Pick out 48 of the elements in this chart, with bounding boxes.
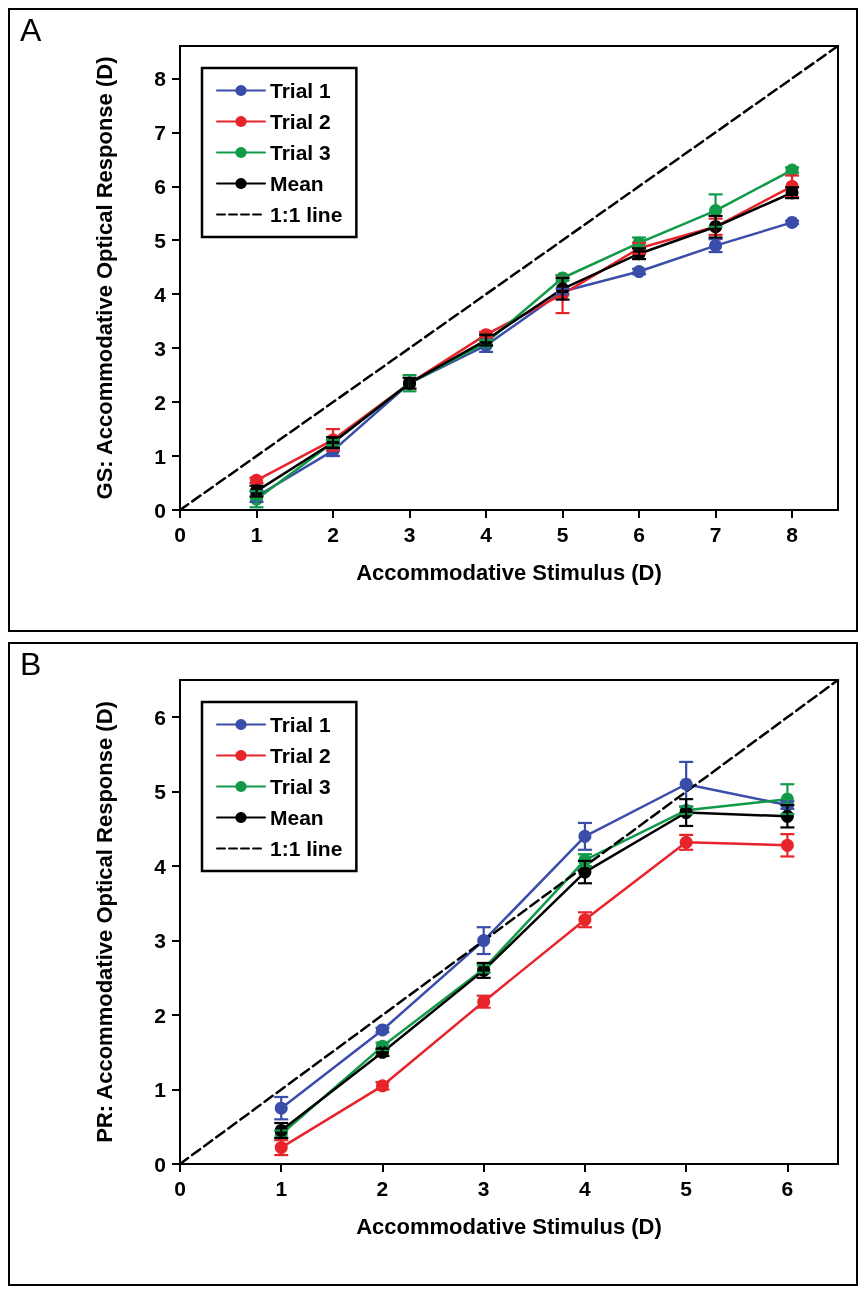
x-tick-label: 0 xyxy=(174,1177,186,1200)
y-tick-label: 1 xyxy=(154,1078,167,1102)
legend-label: 1:1 line xyxy=(270,203,343,226)
x-tick-label: 4 xyxy=(579,1177,592,1200)
y-tick-label: 6 xyxy=(154,174,166,198)
y-tick-label: 4 xyxy=(154,854,167,878)
y-axis-title: GS: Accommodative Optical Response (D) xyxy=(91,56,117,500)
y-tick-label: 4 xyxy=(154,282,167,306)
y-tick-label: 5 xyxy=(154,780,167,804)
y-tick-label: 2 xyxy=(154,390,166,414)
x-tick-label: 2 xyxy=(376,1177,389,1200)
y-tick-label: 2 xyxy=(154,1003,166,1027)
y-tick-label: 3 xyxy=(154,336,166,360)
legend-label: Trial 1 xyxy=(270,79,332,102)
x-tick-label: 3 xyxy=(477,1177,490,1200)
legend-label: Mean xyxy=(270,806,324,829)
legend-label: Mean xyxy=(270,172,324,195)
y-tick-label: 7 xyxy=(154,120,166,144)
y-tick-label: 1 xyxy=(154,444,167,468)
x-tick-label: 1 xyxy=(275,1177,288,1200)
x-tick-label: 7 xyxy=(709,523,722,546)
text: A xyxy=(20,12,42,48)
legend-label: Trial 3 xyxy=(270,141,331,164)
x-tick-label: 6 xyxy=(633,523,645,546)
legend-label: Trial 2 xyxy=(270,110,331,133)
y-tick-label: 0 xyxy=(154,498,166,522)
legend-label: Trial 2 xyxy=(270,744,331,767)
x-axis-title: Accommodative Stimulus (D) xyxy=(356,1213,662,1239)
x-tick-label: 3 xyxy=(403,523,416,546)
legend-label: 1:1 line xyxy=(270,837,343,860)
legend-label: Trial 1 xyxy=(270,713,332,736)
y-axis-title: PR: Accommodative Optical Response (D) xyxy=(91,701,117,1143)
y-tick-label: 5 xyxy=(154,228,167,252)
x-tick-label: 1 xyxy=(250,523,263,546)
x-tick-label: 4 xyxy=(480,523,493,546)
x-tick-label: 0 xyxy=(174,523,186,546)
y-tick-label: 0 xyxy=(154,1152,166,1176)
x-tick-label: 8 xyxy=(786,523,799,546)
y-tick-label: 3 xyxy=(154,929,166,953)
x-tick-label: 2 xyxy=(327,523,339,546)
x-tick-label: 5 xyxy=(556,523,569,546)
text: B xyxy=(20,646,42,682)
x-tick-label: 6 xyxy=(781,1177,794,1200)
y-tick-label: 6 xyxy=(154,705,166,729)
y-tick-label: 8 xyxy=(154,66,167,90)
x-axis-title: Accommodative Stimulus (D) xyxy=(356,559,662,585)
x-tick-label: 5 xyxy=(680,1177,693,1200)
legend-label: Trial 3 xyxy=(270,775,331,798)
